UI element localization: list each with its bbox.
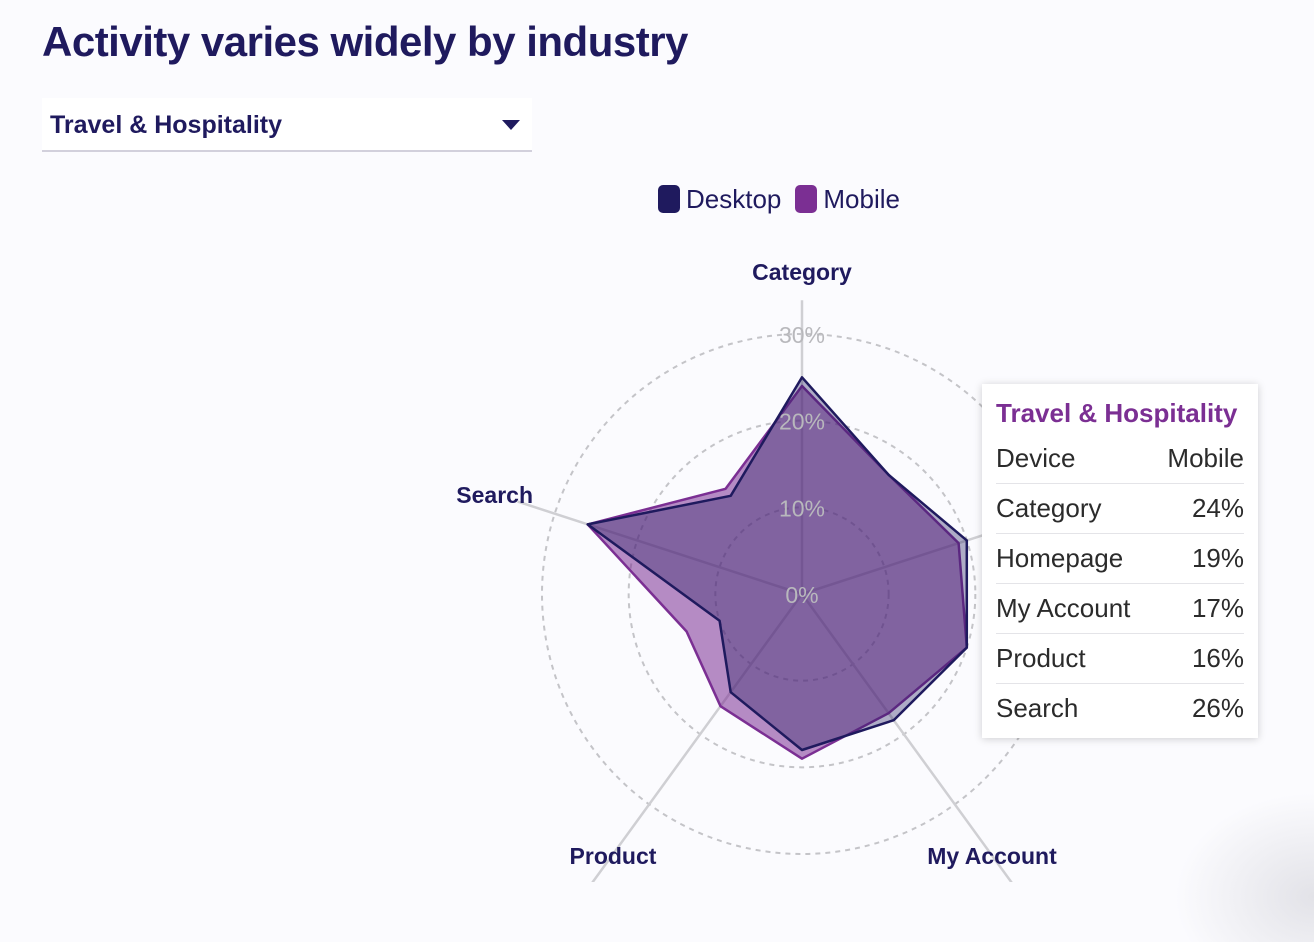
legend-swatch-mobile [795,185,818,213]
tooltip-row-label: Category [996,483,1154,534]
radar-grid-circle [627,419,977,769]
tooltip-row-label: Homepage [996,533,1154,584]
tooltip-table: Device Mobile Category 24% Homepage 19% … [996,434,1244,733]
tooltip-row: My Account 17% [996,583,1244,634]
radar-tick-label: 20% [779,409,825,435]
legend-label-mobile: Mobile [823,183,900,214]
tooltip-row: Product 16% [996,633,1244,684]
industry-dropdown-value: Travel & Hospitality [50,111,283,139]
tooltip-row-value: 26% [1191,693,1244,723]
legend-item-mobile[interactable]: Mobile [795,184,900,215]
tooltip-row-value: 19% [1153,533,1244,584]
radar-axis-label: Search [456,482,533,508]
radar-series-desktop [586,376,969,752]
tooltip-header-row: Device Mobile [996,434,1244,484]
chart-legend: Desktop Mobile [658,182,900,216]
tooltip-row-label: My Account [996,583,1154,634]
tooltip-row-value: 17% [1153,583,1244,634]
radar-tick-label: 10% [779,495,825,521]
legend-label-desktop: Desktop [686,183,782,214]
radar-axis-label: Product [570,843,657,869]
tooltip-header-mobile: Mobile [1153,434,1244,484]
page-title: Activity varies widely by industry [42,18,688,65]
legend-item-desktop[interactable]: Desktop [658,184,781,215]
radar-tick-label: 30% [779,322,825,348]
background-shade [1174,792,1314,942]
tooltip-title: Travel & Hospitality [996,398,1238,428]
radar-axis-label: My Account [927,843,1057,869]
tooltip-row-label: Product [996,633,1154,684]
chart-tooltip: Travel & Hospitality Device Mobile Categ… [982,384,1258,738]
tooltip-row: Category 24% [996,483,1244,534]
radar-chart: 0% 10% 20% 30% Category My Account Product Sear… [456,259,1063,882]
radar-axis-label: Category [752,259,852,285]
tooltip-row-label: Search [996,693,1079,723]
caret-down-icon [502,120,520,130]
tooltip-row-value: 24% [1153,483,1244,534]
radar-tick-label: 0% [785,582,818,608]
industry-dropdown[interactable]: Travel & Hospitality [42,98,532,152]
tooltip-row-value: 16% [1153,633,1244,684]
legend-swatch-desktop [658,185,680,213]
tooltip-row: Search 26% [996,684,1244,734]
tooltip-row: Homepage 19% [996,533,1244,584]
radar-series-mobile [586,384,969,760]
tooltip-header-device: Device [996,434,1154,484]
